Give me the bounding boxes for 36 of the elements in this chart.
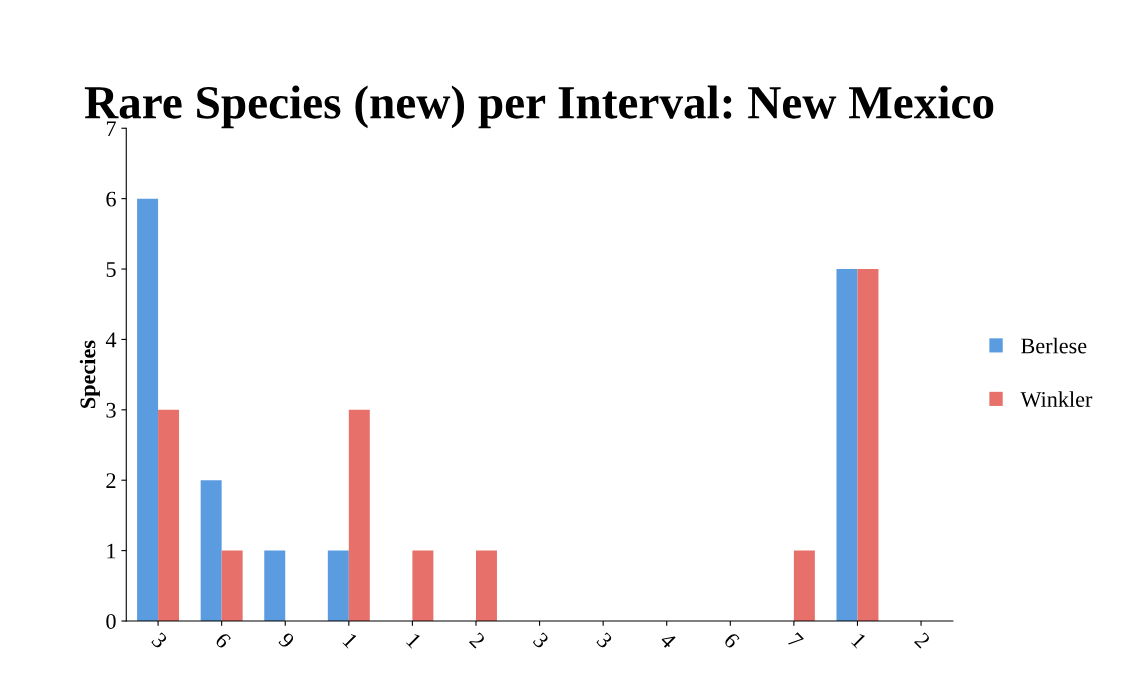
x-tick-label: 1 bbox=[851, 632, 868, 649]
bar bbox=[836, 269, 858, 621]
bar bbox=[221, 550, 243, 621]
bar bbox=[412, 550, 434, 621]
y-tick-label: 1 bbox=[107, 543, 116, 559]
y-axis-title: Species bbox=[79, 340, 100, 409]
legend-label: Winkler bbox=[1020, 391, 1093, 408]
y-tick-label: 5 bbox=[106, 262, 116, 277]
x-tick-label: 4 bbox=[659, 631, 677, 650]
x-tick-label: 2 bbox=[468, 631, 486, 649]
y-tick-label: 3 bbox=[106, 402, 116, 418]
y-tick-label: 6 bbox=[106, 191, 116, 207]
bar bbox=[137, 198, 159, 621]
bar bbox=[857, 269, 879, 621]
bar bbox=[348, 409, 370, 621]
y-tick-label: 4 bbox=[105, 332, 117, 348]
x-tick-label: 6 bbox=[723, 631, 741, 650]
y-tick-label: 7 bbox=[106, 121, 116, 136]
x-tick-label: 2 bbox=[914, 631, 931, 649]
bar bbox=[158, 409, 180, 621]
bar bbox=[327, 550, 349, 621]
bar bbox=[793, 550, 815, 621]
x-tick-label: 3 bbox=[596, 631, 614, 650]
legend-label: Berlese bbox=[1021, 337, 1087, 354]
x-tick-label: 3 bbox=[150, 631, 169, 650]
bar bbox=[200, 480, 222, 621]
bar bbox=[264, 550, 286, 621]
x-tick-label: 6 bbox=[214, 631, 232, 650]
x-tick-label: 3 bbox=[532, 631, 550, 650]
x-tick-label: 9 bbox=[277, 631, 296, 649]
x-tick-label: 1 bbox=[406, 632, 422, 649]
x-tick-label: 7 bbox=[787, 632, 804, 650]
y-tick-label: 2 bbox=[106, 473, 116, 488]
y-tick-label: 0 bbox=[106, 613, 116, 629]
bar bbox=[475, 550, 497, 621]
x-tick-label: 1 bbox=[342, 632, 359, 649]
